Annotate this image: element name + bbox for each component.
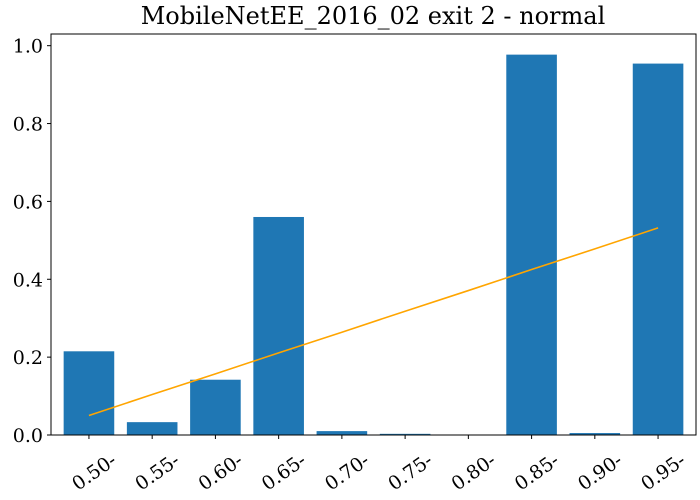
bar-065: [253, 216, 304, 435]
y-tick-label: 0.0: [13, 425, 43, 447]
x-tick-label: 0.50-: [68, 449, 121, 495]
y-tick-label: 0.4: [13, 269, 43, 291]
x-tick-label: 0.85-: [511, 449, 564, 495]
bar-085: [506, 54, 557, 435]
x-tick-label: 0.90-: [574, 449, 627, 495]
bar-050: [63, 351, 115, 435]
y-tick-label: 0.2: [13, 347, 43, 369]
x-tick-label: 0.95-: [637, 449, 690, 495]
y-ticks-layer: 0.0 0.2 0.4 0.6 0.8 1.0: [13, 36, 51, 447]
trend-line: [88, 227, 659, 417]
plot-frame: [50, 33, 697, 436]
trend-line-layer: [88, 227, 659, 417]
bar-070: [316, 431, 368, 435]
x-tick-label: 0.60-: [195, 449, 248, 495]
bar-095: [632, 63, 684, 436]
bar-090: [569, 433, 621, 435]
y-tick-label: 0.8: [13, 114, 43, 136]
x-tick-label: 0.65-: [258, 449, 311, 495]
x-tick-label: 0.75-: [384, 449, 437, 495]
chart-title: MobileNetEE_2016_02 exit 2 - normal: [141, 2, 606, 30]
x-ticks-layer: 0.50- 0.55- 0.60- 0.65- 0.70- 0.75- 0.80- 0.85-…: [68, 435, 690, 495]
axes-layer: [50, 33, 697, 436]
bar-060: [190, 379, 241, 435]
y-tick-label: 0.6: [13, 191, 43, 213]
x-tick-label: 0.80-: [447, 449, 500, 495]
x-tick-label: 0.55-: [131, 449, 184, 495]
y-tick-label: 1.0: [13, 36, 43, 58]
bar-055: [126, 422, 178, 435]
bars-layer: [63, 54, 684, 436]
bar-075: [379, 433, 431, 435]
x-tick-label: 0.70-: [321, 449, 374, 495]
